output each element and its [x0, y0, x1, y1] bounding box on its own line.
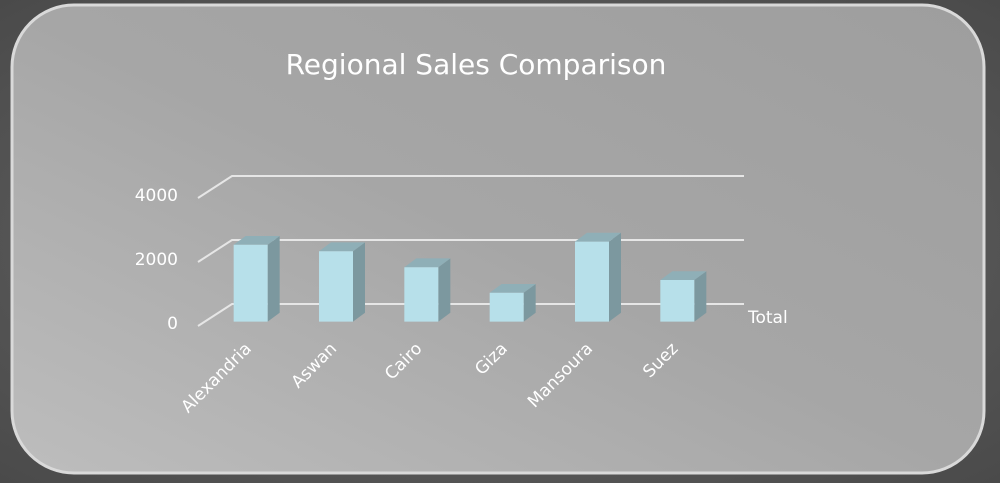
bar-top [575, 232, 621, 242]
bar [404, 258, 451, 322]
bar-front [233, 244, 268, 322]
bar [660, 271, 707, 322]
series-label: Total [747, 308, 788, 328]
bar-top [404, 258, 451, 268]
grid-line [197, 239, 744, 263]
bar-top [660, 271, 707, 280]
y-tick-label: 0 [167, 314, 178, 334]
bar-front [404, 267, 439, 322]
bar-top [233, 236, 280, 245]
bar-top [489, 284, 536, 293]
bar [233, 236, 280, 322]
bar [575, 232, 621, 322]
y-tick-label: 4000 [135, 186, 178, 206]
bar-side [438, 258, 451, 322]
bar-front [660, 280, 695, 322]
bar [489, 284, 536, 322]
bar-front [319, 251, 353, 322]
bar-front [489, 292, 524, 322]
grid-line [197, 303, 744, 327]
y-tick-label: 2000 [135, 250, 178, 270]
bar-side [523, 284, 536, 322]
bar-top [319, 242, 365, 252]
bar-side [609, 232, 621, 322]
bar-side [267, 236, 280, 322]
bar-front [575, 241, 609, 322]
chart-title: Regional Sales Comparison [286, 48, 667, 81]
grid-line [197, 175, 744, 199]
bar-side [353, 242, 365, 322]
bar-side [694, 271, 707, 322]
bar [319, 242, 365, 322]
